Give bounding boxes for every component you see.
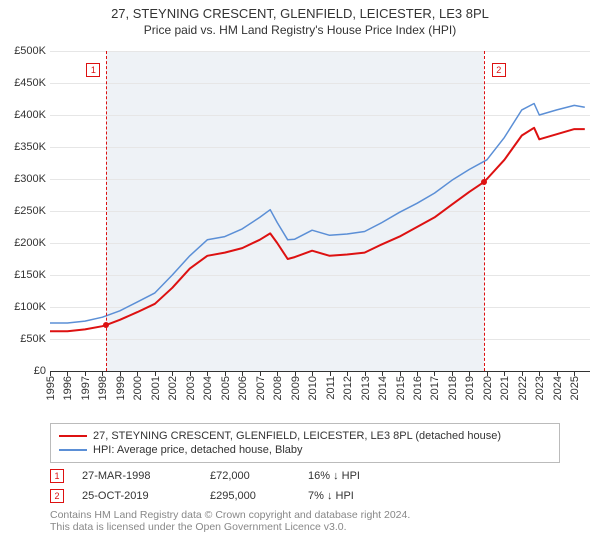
x-axis-label: 2025 [569,376,581,400]
event-delta: 7% ↓ HPI [308,490,398,502]
legend-row: HPI: Average price, detached house, Blab… [59,444,551,456]
x-axis-label: 2000 [132,376,144,400]
legend-swatch [59,449,87,451]
event-dot [481,179,487,185]
x-axis-label: 2021 [499,376,511,400]
x-axis-label: 2012 [342,376,354,400]
event-date: 25-OCT-2019 [82,490,192,502]
event-number-box: 1 [86,63,100,77]
x-axis-label: 2001 [150,376,162,400]
x-axis-label: 1998 [97,376,109,400]
y-axis-label: £50K [2,333,46,345]
chart-subtitle: Price paid vs. HM Land Registry's House … [0,23,600,37]
x-axis-label: 2017 [429,376,441,400]
events-legend: 1 27-MAR-1998 £72,000 16% ↓ HPI 2 25-OCT-2019… [50,469,560,503]
plot-area: 12 [50,51,590,371]
line-series-layer [50,51,590,371]
x-axis-label: 2020 [482,376,494,400]
attribution-line: This data is licensed under the Open Gov… [50,521,560,533]
event-number-box: 2 [50,489,64,503]
x-axis-label: 2004 [202,376,214,400]
series-legend: 27, STEYNING CRESCENT, GLENFIELD, LEICES… [50,423,560,463]
y-axis-label: £500K [2,45,46,57]
attribution: Contains HM Land Registry data © Crown c… [50,509,560,533]
event-price: £72,000 [210,470,290,482]
event-marker-line [484,51,485,371]
legend-row: 27, STEYNING CRESCENT, GLENFIELD, LEICES… [59,430,551,442]
x-axis-label: 2016 [412,376,424,400]
event-delta: 16% ↓ HPI [308,470,398,482]
x-axis-label: 2002 [167,376,179,400]
x-axis-label: 2018 [447,376,459,400]
event-number-box: 2 [492,63,506,77]
chart-title: 27, STEYNING CRESCENT, GLENFIELD, LEICES… [0,6,600,21]
legend-swatch [59,435,87,437]
chart-area: 12 £0£50K£100K£150K£200K£250K£300K£350K£… [0,37,600,417]
x-axis-label: 2007 [255,376,267,400]
x-axis-label: 2022 [517,376,529,400]
y-axis-label: £350K [2,141,46,153]
x-axis-label: 2003 [185,376,197,400]
event-row: 2 25-OCT-2019 £295,000 7% ↓ HPI [50,489,560,503]
x-axis-label: 1999 [115,376,127,400]
gridline [50,371,590,372]
x-axis-label: 2006 [237,376,249,400]
event-number-box: 1 [50,469,64,483]
legend-label: 27, STEYNING CRESCENT, GLENFIELD, LEICES… [93,430,501,442]
chart-titles: 27, STEYNING CRESCENT, GLENFIELD, LEICES… [0,0,600,37]
x-axis-label: 2008 [272,376,284,400]
y-axis-label: £100K [2,301,46,313]
x-axis-label: 1997 [80,376,92,400]
legend-label: HPI: Average price, detached house, Blab… [93,444,303,456]
x-axis-label: 2014 [377,376,389,400]
x-axis-label: 2011 [325,376,337,400]
y-axis-label: £0 [2,365,46,377]
legend-block: 27, STEYNING CRESCENT, GLENFIELD, LEICES… [50,423,560,503]
x-axis-label: 2019 [464,376,476,400]
x-axis-label: 2024 [552,376,564,400]
x-axis-label: 1996 [62,376,74,400]
y-axis-label: £300K [2,173,46,185]
x-axis-label: 2010 [307,376,319,400]
event-date: 27-MAR-1998 [82,470,192,482]
y-axis-label: £150K [2,269,46,281]
x-axis-label: 2009 [290,376,302,400]
event-dot [103,322,109,328]
x-axis-label: 1995 [45,376,57,400]
event-row: 1 27-MAR-1998 £72,000 16% ↓ HPI [50,469,560,483]
y-axis-label: £400K [2,109,46,121]
x-axis-label: 2015 [395,376,407,400]
series-line [50,104,585,324]
series-line [50,128,585,331]
attribution-line: Contains HM Land Registry data © Crown c… [50,509,560,521]
x-axis-label: 2005 [220,376,232,400]
x-axis-label: 2023 [534,376,546,400]
y-axis-label: £450K [2,77,46,89]
x-axis-label: 2013 [360,376,372,400]
y-axis-label: £250K [2,205,46,217]
y-axis-label: £200K [2,237,46,249]
event-price: £295,000 [210,490,290,502]
